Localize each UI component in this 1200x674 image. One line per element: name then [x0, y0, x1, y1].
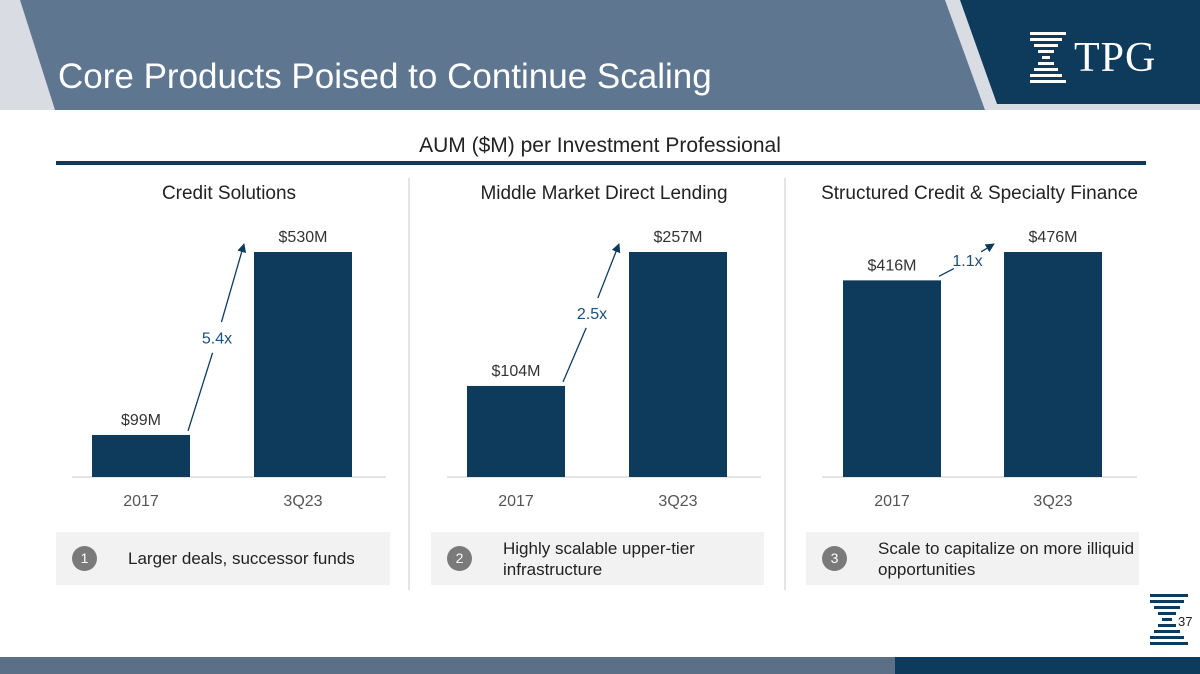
page-title: Core Products Poised to Continue Scaling: [58, 57, 712, 96]
callout-text: Highly scalable upper-tier infrastructur…: [503, 538, 695, 579]
footer-bar-accent: [895, 657, 1200, 674]
chart-group-subtitle: AUM ($M) per Investment Professional: [419, 134, 781, 157]
chart-title: Middle Market Direct Lending: [480, 183, 727, 204]
chart-title: Structured Credit & Specialty Finance: [821, 183, 1138, 204]
callout-text: Scale to capitalize on more illiquid opp…: [878, 538, 1135, 579]
bar-3Q23: [254, 252, 352, 477]
footer-bar: [0, 657, 895, 674]
data-label: $257M: [654, 229, 703, 246]
title-rule: [56, 161, 1146, 165]
logo-mark-icon: [1030, 32, 1066, 83]
data-label: $530M: [279, 229, 328, 246]
charts-area: Credit Solutions $99M 2017 $530M 3Q23 5.4x Mid…: [0, 170, 1200, 600]
x-tick-label: 3Q23: [283, 493, 322, 510]
x-tick-label: 2017: [123, 493, 159, 510]
callout-number: 3: [822, 546, 847, 571]
growth-arrow-tail: [938, 267, 955, 277]
footer-logo-icon: [1150, 594, 1188, 645]
growth-multiple-label: 5.4x: [202, 330, 232, 347]
bar-2017: [92, 434, 190, 477]
callout-number: 2: [447, 546, 472, 571]
growth-arrow-head: [597, 243, 621, 299]
growth-arrow-tail: [562, 327, 587, 383]
growth-arrow-head: [220, 243, 247, 323]
page-number: 37: [1176, 614, 1195, 630]
data-label: $476M: [1029, 229, 1078, 246]
growth-multiple-label: 1.1x: [952, 253, 982, 270]
x-tick-label: 2017: [498, 493, 534, 510]
chart-title: Credit Solutions: [162, 183, 296, 204]
x-tick-label: 3Q23: [658, 493, 697, 510]
tpg-logo: TPG: [1030, 30, 1170, 90]
bar-2017: [843, 280, 941, 477]
data-label: $416M: [868, 257, 917, 274]
data-label: $104M: [492, 363, 541, 380]
callout-3: 3 Scale to capitalize on more illiquid o…: [806, 532, 1139, 585]
bar-charts: Credit Solutions $99M 2017 $530M 3Q23 5.4x Mid…: [72, 178, 1138, 590]
callout-2: 2 Highly scalable upper-tier infrastruct…: [431, 532, 764, 585]
x-tick-label: 3Q23: [1033, 493, 1072, 510]
logo-text: TPG: [1074, 35, 1157, 81]
growth-arrow-tail: [187, 352, 214, 432]
callout-number: 1: [72, 546, 97, 571]
callout-text: Larger deals, successor funds: [128, 549, 355, 568]
growth-multiple-label: 2.5x: [577, 306, 607, 323]
bar-2017: [467, 385, 565, 477]
bar-3Q23: [629, 252, 727, 477]
x-tick-label: 2017: [874, 493, 910, 510]
data-label: $99M: [121, 412, 161, 429]
bar-3Q23: [1004, 252, 1102, 477]
growth-arrow-head: [980, 243, 995, 253]
header-band: [0, 0, 1200, 110]
callout-1: 1 Larger deals, successor funds: [56, 532, 390, 585]
